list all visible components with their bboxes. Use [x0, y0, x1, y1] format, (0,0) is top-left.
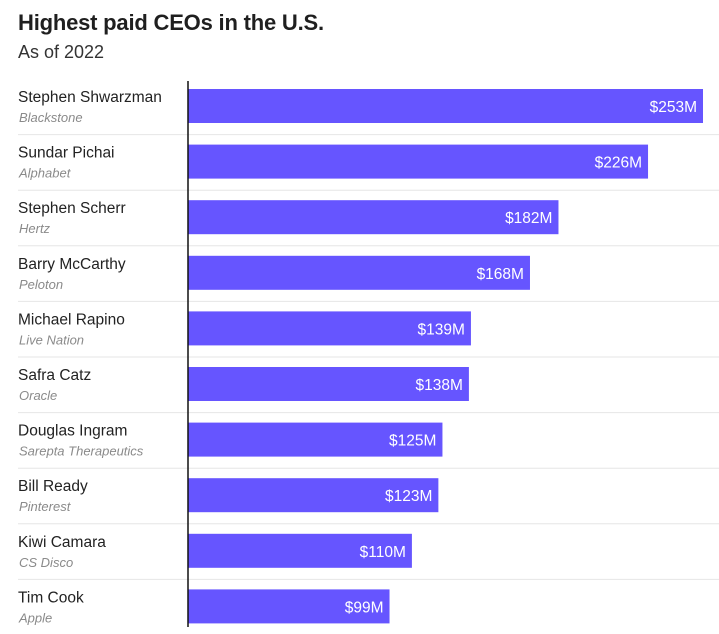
- value-label: $253M: [650, 99, 697, 116]
- value-label: $226M: [595, 155, 642, 172]
- value-label: $125M: [389, 433, 436, 450]
- bar: [188, 422, 443, 457]
- bar: [188, 200, 559, 235]
- bar: [188, 255, 530, 290]
- company-label: Alphabet: [18, 166, 72, 181]
- ceo-name-label: Kiwi Camara: [18, 534, 106, 551]
- company-label: Apple: [18, 610, 52, 625]
- bar: [188, 533, 412, 568]
- ceo-name-label: Stephen Shwarzman: [18, 89, 162, 106]
- chart-title: Highest paid CEOs in the U.S.: [18, 10, 324, 35]
- company-label: Live Nation: [19, 332, 84, 347]
- bar: [188, 144, 649, 179]
- bar: [188, 311, 471, 346]
- value-label: $138M: [416, 377, 463, 394]
- ceo-name-label: Bill Ready: [18, 478, 88, 495]
- chart-subtitle: As of 2022: [18, 42, 105, 62]
- bar: [188, 589, 390, 624]
- bar: [188, 89, 703, 123]
- company-label: Hertz: [19, 221, 51, 236]
- value-label: $110M: [360, 544, 406, 561]
- value-label: $99M: [345, 599, 384, 616]
- company-label: Oracle: [19, 388, 57, 403]
- value-label: $123M: [385, 488, 432, 505]
- value-label: $168M: [477, 266, 524, 283]
- company-label: Peloton: [19, 277, 63, 292]
- ceo-name-label: Sundar Pichai: [18, 145, 115, 162]
- company-label: Pinterest: [19, 499, 72, 514]
- value-label: $182M: [505, 210, 552, 227]
- ceo-name-label: Tim Cook: [18, 589, 84, 606]
- company-label: CS Disco: [19, 555, 73, 570]
- ceo-name-label: Safra Catz: [18, 367, 91, 384]
- value-label: $139M: [418, 321, 465, 338]
- bar: [188, 478, 439, 513]
- company-label: Sarepta Therapeutics: [19, 444, 144, 459]
- company-label: Blackstone: [19, 110, 83, 125]
- ceo-name-label: Stephen Scherr: [18, 200, 126, 217]
- ceo-name-label: Michael Rapino: [18, 311, 125, 328]
- bar: [188, 367, 469, 401]
- ceo-name-label: Douglas Ingram: [18, 423, 127, 440]
- ceo-name-label: Barry McCarthy: [18, 256, 126, 273]
